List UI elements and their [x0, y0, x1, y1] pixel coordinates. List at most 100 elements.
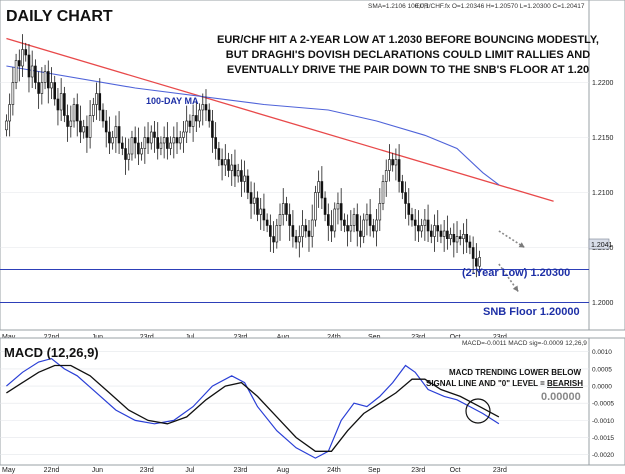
candle-body: [375, 219, 378, 232]
candle-body: [326, 214, 330, 226]
candle-body: [426, 219, 430, 232]
candle-body: [291, 225, 295, 237]
candle-body: [307, 230, 311, 237]
price-y-tick-label: 1.2150: [592, 135, 614, 142]
candle-body: [452, 234, 456, 243]
candle-body: [172, 137, 176, 144]
candle-body: [98, 93, 102, 111]
candle-body: [384, 170, 388, 182]
candle-body: [343, 219, 346, 226]
candle-body: [5, 120, 8, 131]
price-panel: [0, 0, 590, 331]
candle-body: [478, 257, 481, 267]
ma-label: 100-DAY MA: [146, 96, 199, 106]
candle-body: [111, 137, 114, 144]
candle-body: [475, 258, 478, 267]
candle-body: [169, 142, 172, 149]
candle-body: [336, 203, 340, 210]
candle-body: [146, 137, 150, 144]
annotation-line-3: EVENTUALLY DRIVE THE PAIR DOWN TO THE SN…: [227, 64, 589, 76]
candle-body: [294, 236, 298, 243]
candle-body: [314, 192, 317, 221]
candle-body: [265, 219, 269, 226]
candle-body: [368, 214, 372, 226]
candle-body: [401, 181, 404, 193]
candle-body: [471, 247, 475, 259]
candle-body: [211, 120, 214, 138]
candle-body: [143, 137, 147, 149]
candle-body: [82, 126, 85, 133]
candle-body: [56, 98, 60, 111]
macd-x-tick-label: Oct: [450, 467, 461, 474]
annotation-line-1: EUR/CHF HIT A 2-YEAR LOW AT 1.2030 BEFOR…: [217, 34, 599, 46]
macd-y-tick-label: -0.0010: [592, 418, 614, 425]
quote-readout: EUR/CHF.fx O=1.20346 H=1.20570 L=1.20300…: [415, 3, 585, 10]
candle-body: [304, 225, 308, 232]
candle-body: [30, 65, 34, 78]
candle-body: [372, 225, 375, 232]
candle-body: [388, 159, 391, 171]
candle-body: [207, 109, 211, 122]
snb-floor-label: SNB Floor 1.20000: [483, 306, 580, 318]
candle-body: [429, 230, 433, 237]
two-year-low-label: (2-Year Low) 1.20300: [462, 267, 570, 279]
candle-body: [75, 104, 79, 122]
candle-body: [310, 219, 314, 237]
macd-x-tick-label: 22nd: [44, 467, 60, 474]
candle-body: [339, 203, 343, 221]
candle-body: [124, 148, 127, 160]
candle-body: [259, 208, 263, 215]
candle-body: [243, 175, 246, 182]
macd-y-tick-label: -0.0015: [592, 435, 614, 442]
candle-body: [201, 104, 205, 111]
candle-body: [458, 236, 462, 239]
candle-body: [34, 65, 37, 83]
candle-body: [455, 236, 459, 243]
candle-body: [217, 148, 221, 160]
candle-body: [252, 197, 256, 204]
price-y-tick-label: 1.2200: [592, 80, 614, 87]
candle-body: [92, 104, 95, 116]
candle-body: [462, 234, 465, 240]
candle-body: [240, 170, 243, 182]
candle-body: [256, 197, 259, 215]
macd-zero-label: 0.00000: [541, 391, 581, 403]
candle-body: [397, 159, 401, 182]
candle-body: [346, 225, 349, 232]
macd-y-tick-label: 0.0005: [592, 366, 612, 373]
candle-body: [317, 181, 320, 193]
candle-body: [410, 214, 414, 221]
candle-body: [18, 60, 21, 67]
macd-x-tick-label: May: [2, 467, 16, 474]
macd-x-tick-label: 23rd: [493, 467, 507, 474]
candle-body: [43, 71, 47, 83]
candle-body: [227, 159, 230, 171]
candle-body: [407, 203, 411, 215]
annotation-line-2: BUT DRAGHI'S DOVISH DECLARATIONS COULD L…: [226, 49, 590, 61]
candle-body: [330, 225, 333, 232]
macd-x-tick-label: 24th: [327, 467, 341, 474]
candle-body: [275, 225, 279, 243]
macd-x-tick-label: Aug: [277, 467, 290, 474]
candle-body: [378, 203, 382, 221]
signal-line: [6, 364, 500, 452]
candle-body: [230, 164, 234, 171]
candle-body: [27, 54, 31, 78]
candle-body: [149, 131, 153, 144]
price-y-tick-label: 1.2000: [592, 300, 614, 307]
candle-body: [59, 93, 63, 111]
candle-body: [108, 131, 111, 144]
candle-body: [413, 219, 417, 226]
macd-annotation-bearish: BEARISH: [547, 379, 583, 388]
candle-body: [166, 137, 169, 149]
candle-body: [298, 236, 301, 243]
candle-body: [365, 214, 369, 221]
candle-body: [246, 175, 250, 193]
candle-body: [446, 230, 449, 239]
candle-body: [156, 137, 160, 149]
price-y-tick-label: 1.2100: [592, 190, 614, 197]
sma-100-line: [6, 65, 500, 186]
candle-body: [349, 225, 353, 232]
candle-body: [66, 115, 69, 127]
candle-body: [236, 170, 240, 177]
